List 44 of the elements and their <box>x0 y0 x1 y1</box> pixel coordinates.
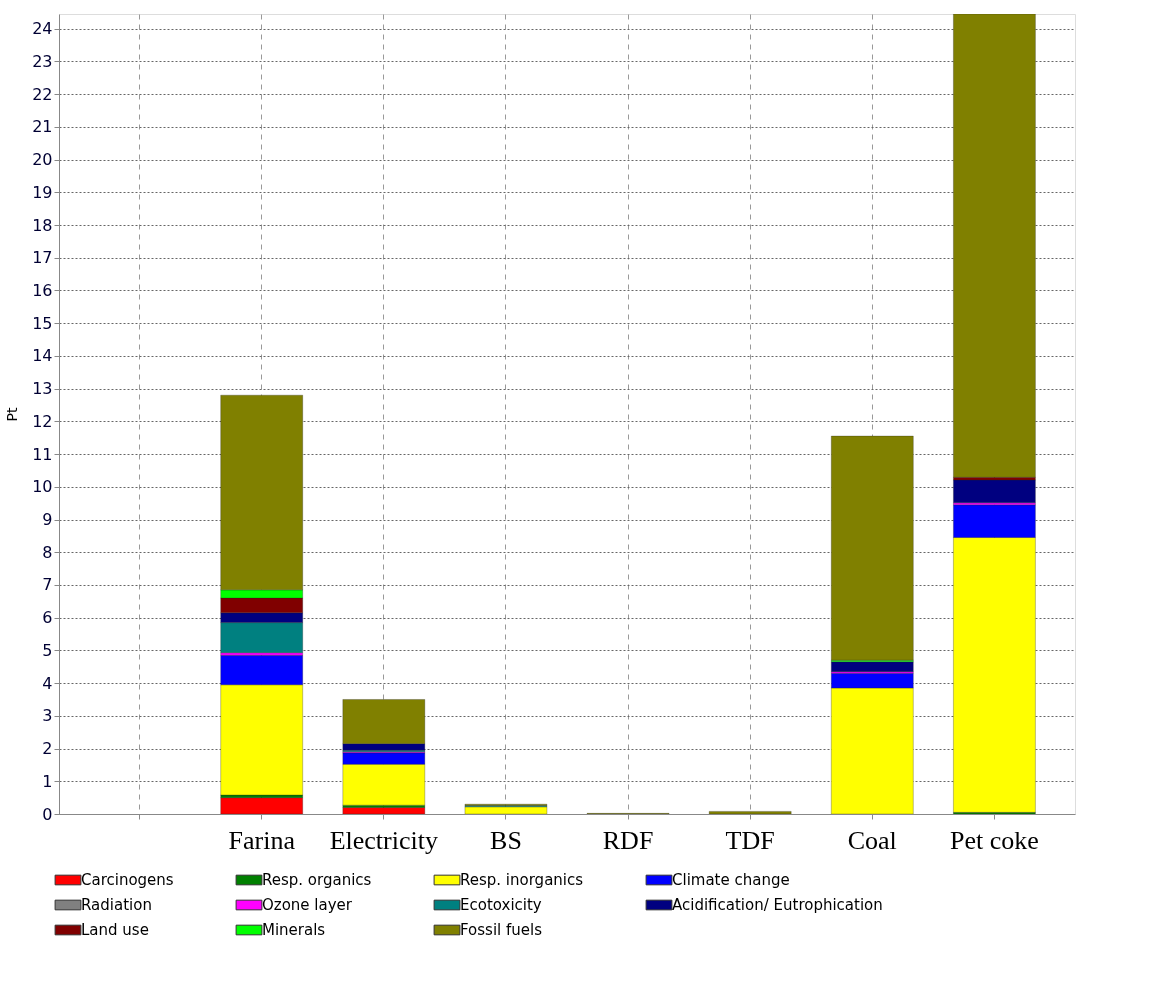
y-tick-label: 23 <box>32 51 53 71</box>
y-tick-label: 14 <box>32 346 53 366</box>
y-tick-label: 7 <box>42 575 53 595</box>
legend-label: Acidification/ Eutrophication <box>672 896 883 914</box>
y-tick-label: 4 <box>42 673 53 693</box>
y-tick-label: 10 <box>32 477 53 497</box>
legend-label: Radiation <box>81 896 152 914</box>
y-tick-label: 20 <box>32 150 53 170</box>
y-tick-label: 15 <box>32 313 53 333</box>
y-tick-label: 18 <box>32 215 53 235</box>
y-tick-label: 9 <box>42 510 53 530</box>
y-tick-label: 0 <box>42 804 53 824</box>
y-tick-label: 1 <box>42 771 53 791</box>
legend-label: Resp. inorganics <box>460 871 584 889</box>
legend-label: Minerals <box>262 921 326 939</box>
y-tick-label: 13 <box>32 379 53 399</box>
legend-label: Resp. organics <box>262 871 372 889</box>
x-tick-label: TDF <box>725 825 775 855</box>
y-tick-label: 16 <box>32 280 53 300</box>
legend-label: Climate change <box>672 871 790 889</box>
y-tick-label: 3 <box>42 706 53 726</box>
y-tick-label: 11 <box>32 444 53 464</box>
y-tick-label: 19 <box>32 182 53 202</box>
legend-label: Ecotoxicity <box>460 896 542 914</box>
y-tick-label: 5 <box>42 640 53 660</box>
y-tick-label: 17 <box>32 248 53 268</box>
y-tick-label: 8 <box>42 542 53 562</box>
y-tick-label: 6 <box>42 608 53 628</box>
y-tick-label: 24 <box>32 19 53 39</box>
y-axis-title: Pt <box>4 407 21 422</box>
x-tick-label: Coal <box>847 825 897 855</box>
y-tick-label: 21 <box>32 117 53 137</box>
x-tick-label: Pet coke <box>950 825 1039 855</box>
y-tick-label: 22 <box>32 84 53 104</box>
x-tick-label: Farina <box>228 825 296 855</box>
legend-label: Fossil fuels <box>460 921 543 939</box>
y-tick-label: 2 <box>42 739 53 759</box>
x-tick-label: RDF <box>602 825 654 855</box>
legend-label: Land use <box>81 921 149 939</box>
x-tick-label: BS <box>490 825 522 855</box>
y-tick-label: 12 <box>32 411 53 431</box>
legend-label: Carcinogens <box>81 871 174 889</box>
x-tick-label: Electricity <box>329 825 438 855</box>
legend-label: Ozone layer <box>262 896 353 914</box>
